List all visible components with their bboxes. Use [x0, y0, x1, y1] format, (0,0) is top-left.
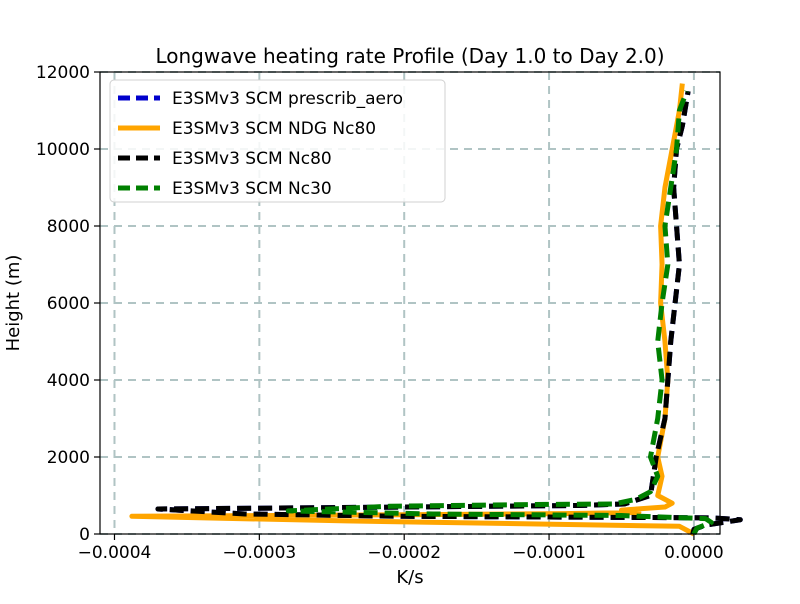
y-tick-label: 10000	[36, 140, 90, 160]
series-line-2	[129, 83, 696, 537]
y-tick-label: 2000	[47, 448, 90, 468]
x-tick-label: −0.0004	[78, 543, 152, 563]
series-line-3	[155, 90, 743, 535]
x-tick-label: 0.0000	[664, 543, 723, 563]
legend-label-3: E3SMv3 SCM Nc80	[172, 149, 332, 169]
legend-frame	[109, 79, 446, 203]
x-tick-label: −0.0002	[367, 543, 441, 563]
y-axis-label: Height (m)	[3, 255, 24, 352]
y-tick-label: 6000	[47, 294, 90, 314]
plot-area	[129, 83, 743, 537]
x-tick-label: −0.0003	[222, 543, 296, 563]
legend-label-4: E3SMv3 SCM Nc30	[172, 179, 332, 199]
legend-label-2: E3SMv3 SCM NDG Nc80	[172, 119, 376, 139]
x-tick-label: −0.0001	[512, 543, 586, 563]
axes: −0.0004 −0.0003 −0.0002 −0.0001 0.0000 0 2000 4…	[36, 63, 724, 563]
series-line-4	[285, 90, 714, 536]
y-tick-label: 8000	[47, 217, 90, 237]
y-tick-label: 0	[79, 525, 90, 545]
y-tick-label: 4000	[47, 371, 90, 391]
legend: E3SMv3 SCM prescrib_aero E3SMv3 SCM NDG N…	[109, 79, 446, 203]
chart-title: Longwave heating rate Profile (Day 1.0 t…	[155, 44, 664, 68]
x-axis-label: K/s	[396, 567, 423, 588]
legend-label-1: E3SMv3 SCM prescrib_aero	[172, 89, 403, 109]
y-tick-label: 12000	[36, 63, 90, 83]
